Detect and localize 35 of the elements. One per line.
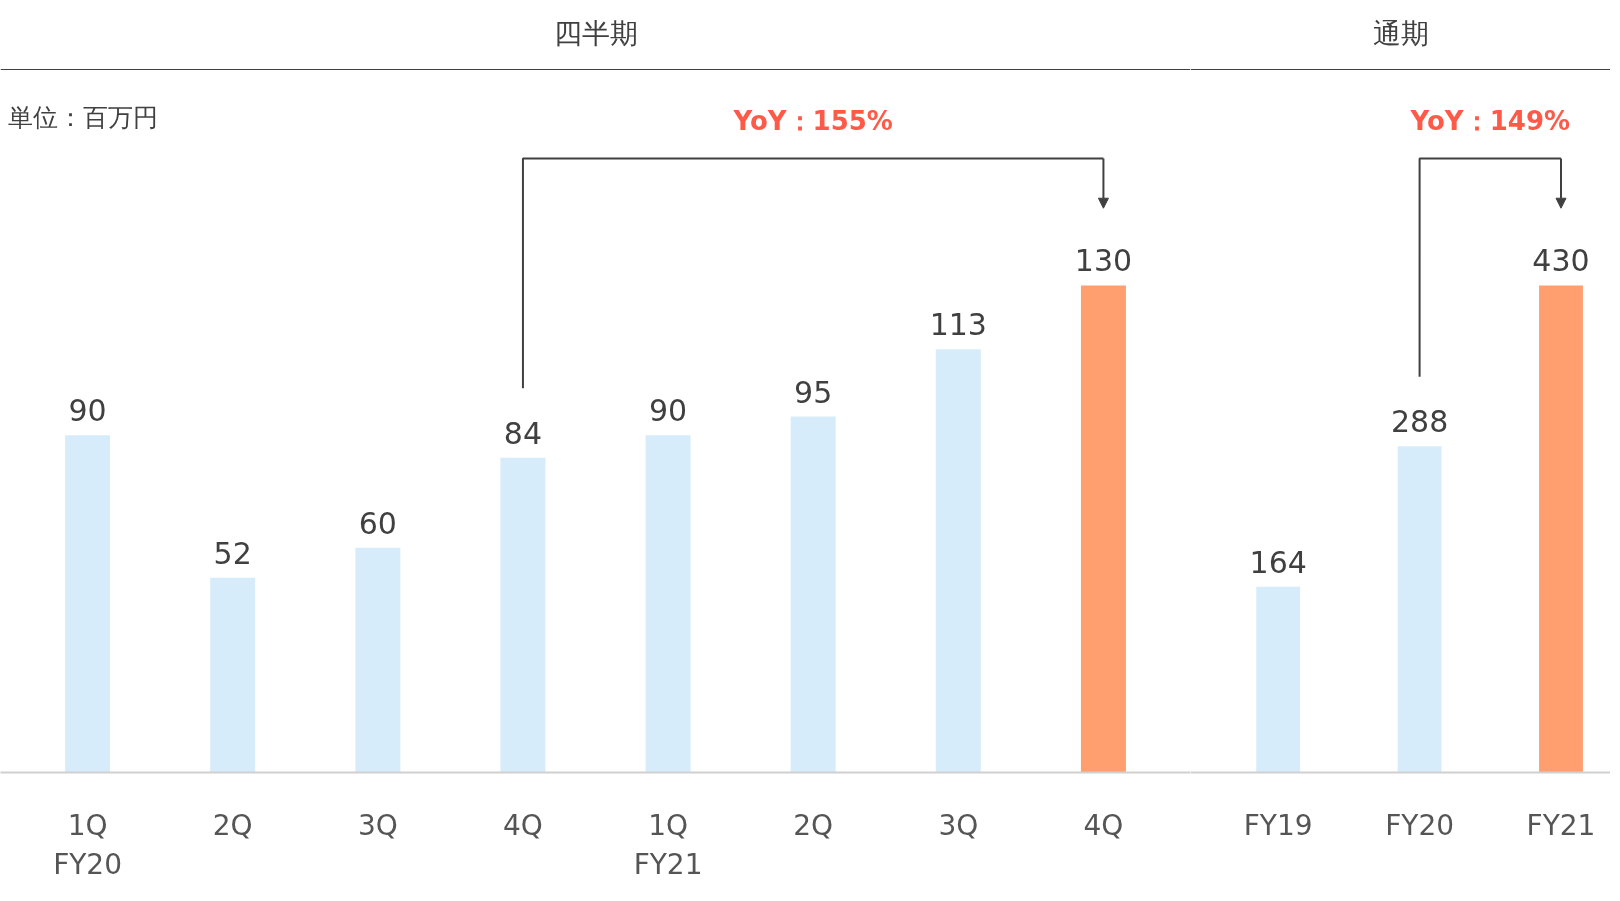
chart-title: 通期 [1372,17,1429,50]
bar [65,435,111,773]
data-label: 113 [929,307,987,343]
x-tick-label: 4Q [1083,808,1124,842]
chart-title: 四半期 [553,17,638,50]
x-tick-label: FY21 [1526,808,1596,842]
data-label: 52 [213,535,252,571]
x-tick-label: 2Q [793,808,834,842]
data-label: 90 [648,393,688,429]
data-label: 95 [794,374,833,410]
text: 単位：百万円 [7,103,158,132]
bar [210,577,256,773]
bar [500,457,546,773]
x-tick-label: 1Q FY21 [633,808,703,882]
x-tick-label: 1Q FY20 [53,808,122,882]
x-tick-label: 3Q [938,808,979,842]
bar [355,547,401,773]
data-label: 84 [503,415,543,451]
data-label: 164 [1249,544,1307,580]
bar [645,435,691,773]
data-label: 130 [1074,243,1133,279]
x-tick-label: FY19 [1243,808,1313,842]
x-tick-label: 3Q [357,808,398,842]
bar [935,349,981,773]
data-label: 90 [68,393,107,429]
data-label: 288 [1390,404,1449,440]
bar [1080,285,1126,773]
text: YoY：155% [732,105,893,136]
x-tick-label: 2Q [212,808,253,842]
x-tick-label: 4Q [503,808,543,842]
text: YoY：149% [1409,105,1571,136]
bar [790,416,836,773]
data-label: 430 [1532,243,1590,279]
data-label: 60 [358,505,397,541]
x-tick-label: FY20 [1385,808,1455,842]
